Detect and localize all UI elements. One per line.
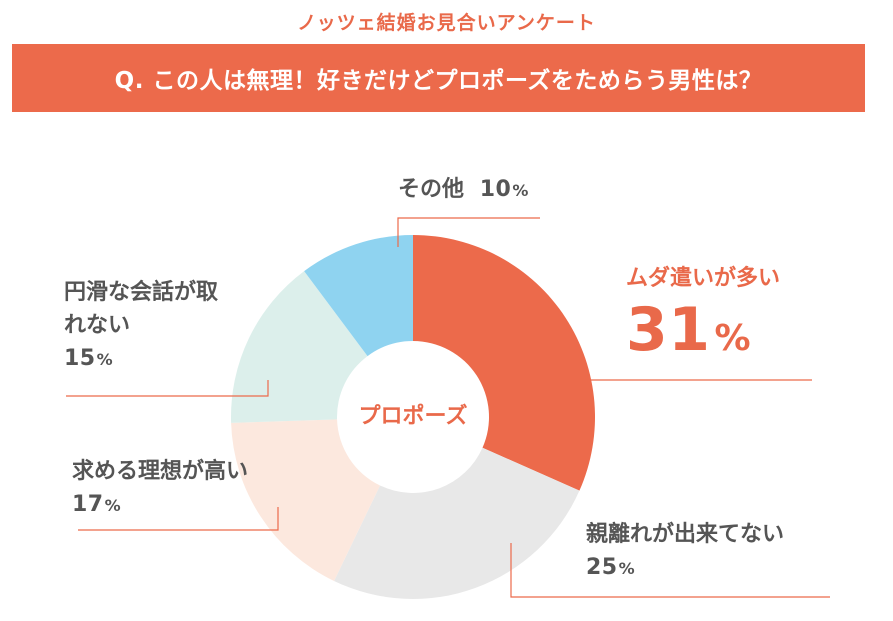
slice-label-3: 円滑な会話が取れない 15% (64, 276, 224, 376)
slice-0 (413, 235, 596, 491)
slice-label-0: ムダ遣いが多い 31% (626, 262, 780, 365)
slice-label-2: 求める理想が高い 17% (72, 455, 248, 522)
slice-name-4: その他 (398, 177, 465, 202)
slice-name-1: 親離れが出来てない (586, 522, 785, 547)
percent-sign: % (512, 181, 529, 200)
slice-value-1: 25 (586, 555, 618, 580)
leader-line-2 (78, 507, 279, 531)
percent-sign: % (96, 350, 114, 369)
slice-1 (334, 447, 580, 599)
question-text: Q. この人は無理！好きだけどプロポーズをためらう男性は？ (114, 68, 763, 94)
slice-label-4: その他 10% (398, 173, 529, 207)
center-label: プロポーズ (359, 403, 468, 429)
leader-line-4 (397, 217, 540, 247)
slice-4 (304, 235, 413, 357)
slice-percent-1: 25% (586, 551, 784, 585)
slice-percent-3: 15% (64, 342, 224, 376)
leader-line-3 (66, 380, 269, 397)
survey-title: ノッツェ結婚お見合いアンケート (297, 12, 596, 34)
percent-sign: % (618, 559, 636, 578)
percent-sign: % (714, 318, 752, 359)
slice-name-3: 円滑な会話が取れない (64, 280, 219, 338)
question-banner: Q. この人は無理！好きだけどプロポーズをためらう男性は？ (12, 44, 865, 112)
slice-percent-2: 17% (72, 488, 248, 522)
slice-percent-4: 10% (480, 177, 529, 202)
percent-sign: % (104, 496, 122, 515)
slice-label-1: 親離れが出来てない 25% (586, 518, 784, 585)
slice-value-3: 15 (64, 346, 96, 371)
slice-value-0: 31 (626, 295, 711, 365)
slice-value-2: 17 (72, 492, 104, 517)
slice-value-4: 10 (479, 177, 512, 202)
slice-name-2: 求める理想が高い (72, 459, 249, 484)
slice-2 (231, 419, 381, 581)
slice-name-0: ムダ遣いが多い (626, 266, 781, 291)
slice-3 (231, 271, 368, 423)
slice-percent-0: 31% (626, 295, 780, 365)
leader-line-1 (510, 543, 830, 598)
